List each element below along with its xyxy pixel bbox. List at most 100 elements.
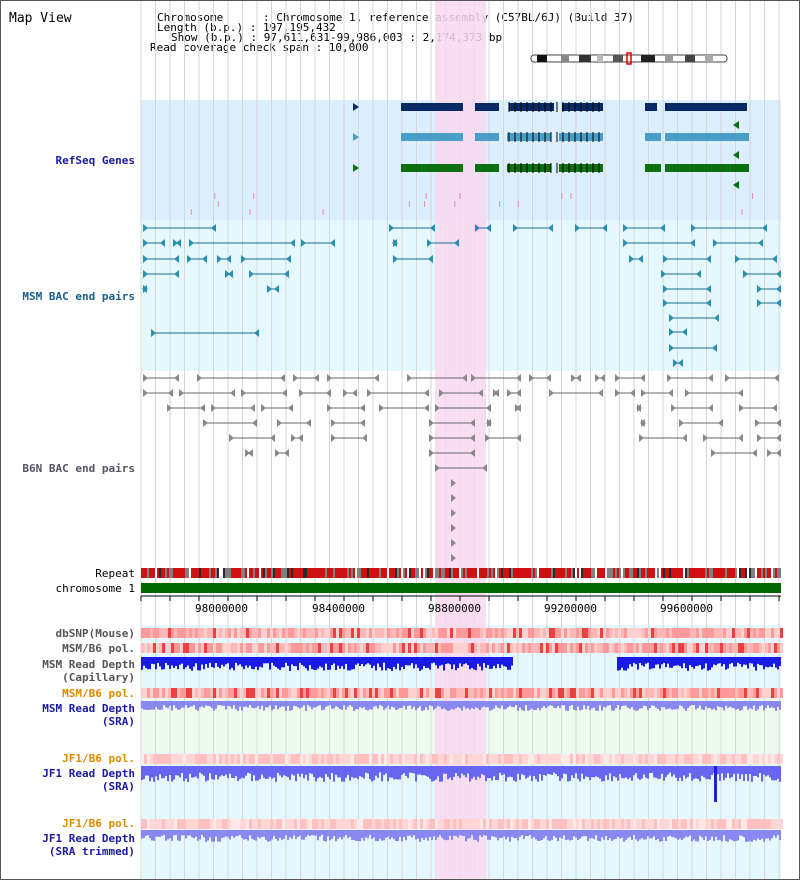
bac-end (248, 449, 253, 457)
depth-bar (477, 657, 479, 664)
heat-cell (486, 819, 489, 829)
heat-cell (162, 688, 165, 698)
heat-cell (600, 819, 603, 829)
depth-bar (767, 766, 769, 776)
repeat-segment (327, 568, 329, 578)
heat-cell (444, 688, 447, 698)
heat-cell (621, 688, 624, 698)
depth-bar (287, 766, 289, 778)
depth-bar (313, 766, 315, 778)
depth-bar (373, 657, 375, 666)
repeat-segment (169, 568, 171, 578)
heat-cell (225, 819, 228, 829)
heat-cell (435, 754, 438, 764)
heat-cell (606, 643, 609, 653)
depth-bar (541, 701, 543, 709)
chromosome-ideogram[interactable] (530, 52, 728, 65)
depth-bar (501, 701, 503, 706)
heat-cell (291, 628, 294, 638)
repeat-segment (569, 568, 571, 578)
heat-cell (681, 819, 684, 829)
repeat-segment (719, 568, 721, 578)
depth-bar (523, 701, 525, 711)
heat-cell (450, 628, 453, 638)
heat-cell (531, 688, 534, 698)
heat-cell (771, 643, 774, 653)
depth-bar (663, 830, 665, 838)
depth-bar (583, 766, 585, 780)
depth-bar (601, 766, 603, 782)
depth-bar (385, 701, 387, 709)
refseq-genes-track[interactable] (190, 102, 754, 215)
depth-bar (693, 701, 695, 706)
depth-bar (693, 830, 695, 840)
heat-cell (408, 628, 411, 638)
bac-end (548, 224, 553, 232)
bac-end (189, 239, 194, 247)
depth-bar (361, 657, 363, 664)
depth-bar (403, 657, 405, 670)
heat-cell (165, 754, 168, 764)
depth-bar (141, 766, 143, 781)
heat-cell (381, 643, 384, 653)
heat-cell (636, 688, 639, 698)
bac-end (706, 299, 711, 307)
depth-bar (419, 701, 421, 707)
depth-bar (435, 657, 437, 666)
depth-bar (305, 701, 307, 711)
heat-cell (606, 628, 609, 638)
depth-bar (757, 766, 759, 778)
depth-bar (455, 766, 457, 774)
repeat-segment (421, 568, 423, 578)
depth-bar (435, 701, 437, 709)
depth-bar (471, 657, 473, 668)
repeat-segment (449, 568, 451, 578)
depth-bar (417, 830, 419, 839)
repeat-segment (411, 568, 413, 578)
depth-bar (369, 701, 371, 710)
depth-bar (219, 830, 221, 842)
heat-cell (180, 754, 183, 764)
depth-bar (157, 766, 159, 781)
heat-cell (759, 643, 762, 653)
depth-bar (393, 766, 395, 780)
depth-bar (531, 830, 533, 839)
depth-bar (665, 701, 667, 710)
heat-cell (315, 688, 318, 698)
repeat-segment (361, 568, 363, 578)
depth-bar (763, 701, 765, 711)
heat-cell (510, 754, 513, 764)
depth-bar (397, 766, 399, 780)
heat-cell (180, 643, 183, 653)
depth-bar (209, 657, 211, 663)
heat-cell (318, 688, 321, 698)
depth-bar (365, 701, 367, 710)
depth-bar (295, 766, 297, 782)
depth-bar (277, 657, 279, 669)
depth-bar (439, 657, 441, 666)
heat-cell (591, 628, 594, 638)
depth-bar (221, 657, 223, 665)
heat-cell (363, 643, 366, 653)
depth-bar (403, 766, 405, 774)
heat-cell (591, 819, 594, 829)
depth-bar (661, 766, 663, 774)
depth-bar (207, 701, 209, 706)
heat-cell (318, 643, 321, 653)
b6n-bac-track[interactable] (143, 374, 781, 562)
heat-cell (573, 754, 576, 764)
depth-bar (561, 766, 563, 779)
repeat-segment (663, 568, 665, 578)
repeat-segment (751, 568, 753, 578)
depth-bar (717, 766, 719, 775)
heat-cell (213, 688, 216, 698)
bac-end (225, 270, 230, 278)
depth-bar (307, 830, 309, 836)
repeat-segment (547, 568, 549, 578)
depth-bar (147, 830, 149, 836)
heat-cell (612, 643, 615, 653)
heat-cell (162, 628, 165, 638)
msm-bac-track[interactable] (142, 224, 781, 367)
depth-bar (779, 766, 781, 782)
